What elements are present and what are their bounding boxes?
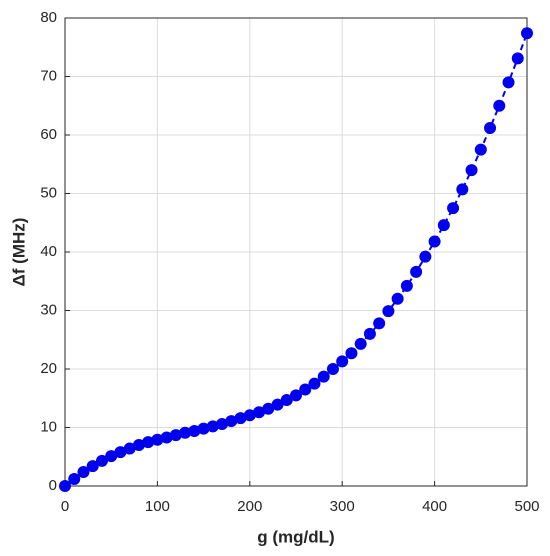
data-point xyxy=(95,454,108,467)
data-point xyxy=(197,422,210,435)
data-point xyxy=(179,426,192,439)
data-point xyxy=(280,394,293,407)
series-line xyxy=(64,32,528,487)
data-point xyxy=(160,431,173,444)
y-tick-label: 10 xyxy=(40,418,57,435)
data-point xyxy=(521,27,533,40)
data-point xyxy=(326,363,339,375)
data-point xyxy=(428,235,441,248)
data-point xyxy=(234,412,247,425)
data-point xyxy=(132,439,145,452)
y-tick-label: 70 xyxy=(40,67,57,84)
data-point xyxy=(253,406,266,419)
x-tick-label: 300 xyxy=(330,498,355,515)
x-tick-label: 100 xyxy=(145,498,170,515)
x-tick-label: 400 xyxy=(422,498,447,515)
data-point xyxy=(188,425,201,438)
data-point xyxy=(271,398,284,411)
data-point xyxy=(290,389,302,402)
data-point xyxy=(216,417,229,430)
y-tick-label: 20 xyxy=(40,360,57,377)
data-point xyxy=(142,436,155,449)
data-point xyxy=(77,465,90,478)
data-point xyxy=(391,292,404,305)
data-point xyxy=(206,420,219,433)
data-point xyxy=(456,183,469,196)
data-point xyxy=(169,429,182,442)
data-point xyxy=(299,383,312,396)
y-tick-label: 80 xyxy=(40,9,57,26)
y-tick-label: 0 xyxy=(49,477,57,494)
data-point xyxy=(225,415,238,428)
data-point xyxy=(474,143,487,156)
x-axis-label: g (mg/dL) xyxy=(257,527,334,546)
x-tick-label: 200 xyxy=(237,498,262,515)
plot-frame xyxy=(64,17,528,487)
data-point xyxy=(511,52,524,65)
data-point xyxy=(493,99,506,112)
data-point xyxy=(410,265,423,278)
data-point xyxy=(105,450,118,463)
data-point xyxy=(363,327,376,340)
data-point xyxy=(243,409,256,422)
data-point xyxy=(382,305,395,318)
data-point xyxy=(373,317,386,330)
data-point xyxy=(502,76,515,89)
data-point xyxy=(484,121,497,134)
data-point xyxy=(419,250,432,263)
data-point xyxy=(68,472,81,485)
data-point xyxy=(437,219,450,232)
data-point xyxy=(447,202,460,215)
data-point xyxy=(123,442,136,455)
x-tick-label: 0 xyxy=(61,498,69,515)
y-tick-label: 40 xyxy=(40,243,57,260)
y-tick-label: 30 xyxy=(40,301,57,318)
y-axis-label: Δf (MHz) xyxy=(9,218,28,287)
x-tick-label: 500 xyxy=(514,498,539,515)
data-point xyxy=(86,460,99,473)
data-point xyxy=(262,402,275,415)
data-point xyxy=(345,347,358,360)
data-point xyxy=(59,480,71,492)
y-tick-label: 60 xyxy=(40,126,57,143)
data-point xyxy=(354,337,367,350)
data-point xyxy=(151,433,164,446)
data-point xyxy=(308,377,321,390)
y-tick-label: 50 xyxy=(40,184,57,201)
data-point xyxy=(465,164,478,177)
data-point xyxy=(114,446,127,459)
data-point xyxy=(317,370,330,383)
data-point xyxy=(336,355,349,368)
data-point xyxy=(400,279,413,292)
